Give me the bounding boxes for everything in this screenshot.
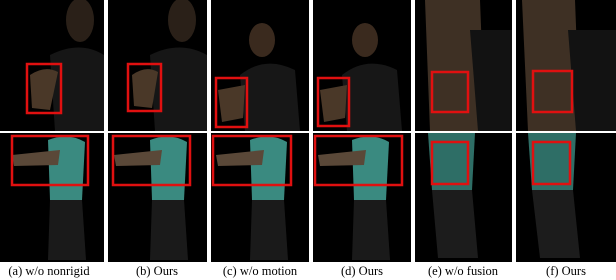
figure-shape [150,48,207,132]
row-top [0,0,616,131]
caption: (a) w/o nonrigid [8,264,90,278]
caption: (b) Ours [136,264,178,278]
figure-shape [48,200,86,260]
caption: (e) w/o fusion [428,264,499,278]
figure-shape [48,136,85,200]
figure-shape [532,190,580,258]
figure-shape [342,64,402,131]
figure-shape [50,48,104,132]
caption: (d) Ours [341,264,383,278]
figure-shape [352,23,378,57]
figure-shape [218,85,245,122]
figure-shape [352,200,390,260]
figure-shape [240,64,300,131]
figure-shape [250,136,287,200]
figure-panels: (a) w/o nonrigid (b) Ours (c) w/o motion… [0,0,616,280]
figure: (a) w/o nonrigid (b) Ours (c) w/o motion… [0,0,616,280]
row-bottom [0,133,616,262]
figure-shape [320,85,347,122]
figure-shape [432,190,478,258]
figure-shape [568,30,616,131]
caption: (f) Ours [546,264,586,278]
figure-shape [150,200,188,260]
figure-shape [150,136,187,200]
figure-shape [249,23,275,57]
figure-shape [168,0,196,42]
figure-shape [250,200,288,260]
figure-shape [66,0,94,42]
caption: (c) w/o motion [223,264,298,278]
figure-shape [352,136,389,200]
